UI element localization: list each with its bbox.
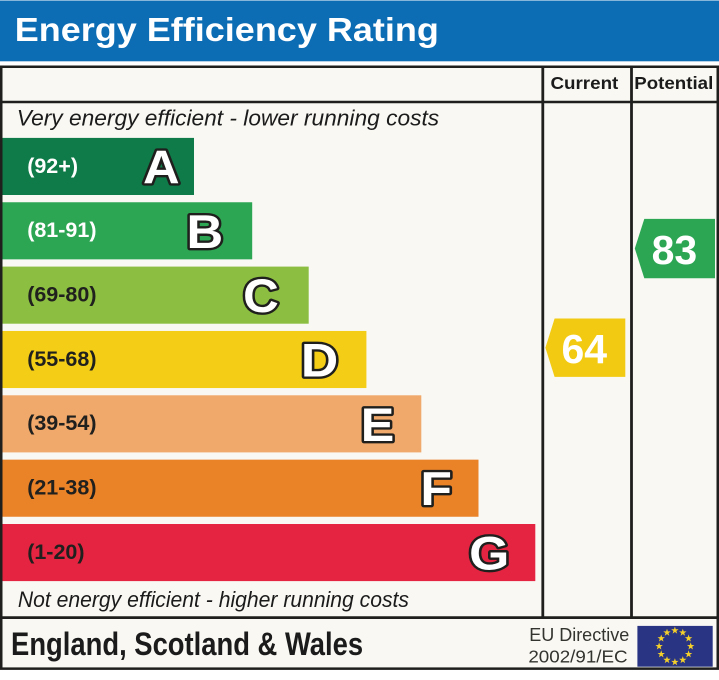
svg-text:Potential: Potential bbox=[634, 72, 713, 93]
svg-text:D: D bbox=[301, 335, 338, 387]
svg-text:64: 64 bbox=[561, 326, 607, 372]
svg-text:2002/91/EC: 2002/91/EC bbox=[528, 646, 627, 667]
svg-text:Current: Current bbox=[550, 72, 618, 93]
svg-text:(1-20): (1-20) bbox=[27, 540, 84, 564]
svg-text:B: B bbox=[186, 206, 223, 258]
svg-text:A: A bbox=[143, 142, 180, 194]
svg-text:Not energy efficient - higher: Not energy efficient - higher running co… bbox=[18, 587, 409, 612]
svg-text:E: E bbox=[361, 399, 395, 451]
svg-text:England, Scotland & Wales: England, Scotland & Wales bbox=[11, 627, 363, 663]
svg-text:EU Directive: EU Directive bbox=[529, 625, 629, 645]
svg-text:(39-54): (39-54) bbox=[27, 411, 96, 435]
svg-text:(55-68): (55-68) bbox=[27, 347, 96, 371]
svg-text:Very energy efficient - lower: Very energy efficient - lower running co… bbox=[17, 106, 439, 131]
svg-text:(69-80): (69-80) bbox=[27, 283, 96, 307]
svg-text:F: F bbox=[420, 463, 452, 515]
svg-text:Energy Efficiency Rating: Energy Efficiency Rating bbox=[15, 12, 439, 49]
svg-text:G: G bbox=[469, 528, 509, 580]
svg-text:C: C bbox=[243, 270, 279, 323]
svg-text:(92+): (92+) bbox=[27, 154, 78, 178]
svg-text:(81-91): (81-91) bbox=[27, 218, 96, 242]
svg-text:(21-38): (21-38) bbox=[27, 476, 96, 500]
svg-text:83: 83 bbox=[652, 227, 698, 273]
